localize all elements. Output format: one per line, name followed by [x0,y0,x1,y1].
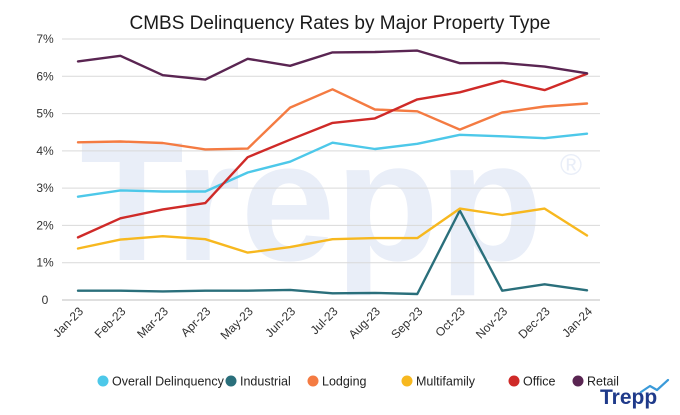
y-tick-label: 7% [36,32,54,46]
x-tick-label: Mar-23 [134,304,171,341]
legend-item: Office [508,375,555,389]
y-tick-label: 2% [36,218,54,232]
legend-item: Lodging [307,375,367,389]
x-tick-label: Jul-23 [308,304,341,337]
x-tick-label: Oct-23 [433,304,469,340]
y-tick-label: 5% [36,107,54,121]
x-tick-label: Feb-23 [92,304,129,341]
y-tick-label: 1% [36,256,54,270]
legend-item: Overall Delinquency [97,375,225,389]
legend-marker [572,375,584,387]
x-tick-label: May-23 [218,304,256,342]
watermark-text: Trepp [80,107,543,297]
y-tick-label: 6% [36,69,54,83]
chart-line-logo-icon [639,378,670,394]
legend-label: Office [523,375,555,389]
legend-label: Multifamily [416,375,476,389]
x-axis-ticks: Jan-23 Feb-23 Mar-23 Apr-23 May-23 Jun-23 Jul-… [50,304,595,342]
legend-marker [97,375,109,387]
x-tick-label: Jan-24 [559,304,595,340]
series-line-multifamily [76,207,589,254]
legend-marker [508,375,520,387]
x-tick-label: Apr-23 [178,304,214,340]
x-tick-label: Sep-23 [388,304,425,341]
legend-item: Multifamily [401,375,476,389]
legend-item: Industrial [225,375,291,389]
x-tick-label: Jan-23 [50,304,86,340]
legend-label: Lodging [322,375,367,389]
series-lines [76,49,589,296]
legend-marker [307,375,319,387]
legend-item: Retail [572,375,619,389]
x-tick-label: Nov-23 [473,304,510,341]
legend-marker [225,375,237,387]
logo-text: Trepp [600,386,657,409]
series-line-overall-delinquency [76,132,589,198]
trepp-logo: Trepp [600,378,670,409]
y-tick-label: 4% [36,144,54,158]
x-tick-label: Dec-23 [515,304,552,341]
series-line-retail [76,49,589,81]
series-line-industrial [76,209,589,296]
y-axis-ticks: 0 1% 2% 3% 4% 5% 6% 7% [36,32,54,307]
gridlines [62,38,600,301]
chart-title: CMBS Delinquency Rates by Major Property… [130,13,551,34]
watermark: Trepp ® [80,107,582,297]
watermark-registered: ® [560,149,582,182]
series-line-lodging [76,88,589,151]
y-tick-label: 3% [36,181,54,195]
x-tick-label: Aug-23 [346,304,383,341]
y-tick-label: 0 [42,293,49,307]
legend: Overall Delinquency Industrial Lodging Mult… [97,375,619,389]
legend-label: Industrial [240,375,291,389]
x-tick-label: Jun-23 [262,304,298,340]
legend-label: Overall Delinquency [112,375,225,389]
series-line-office [76,72,589,239]
legend-label: Retail [587,375,619,389]
legend-marker [401,375,413,387]
